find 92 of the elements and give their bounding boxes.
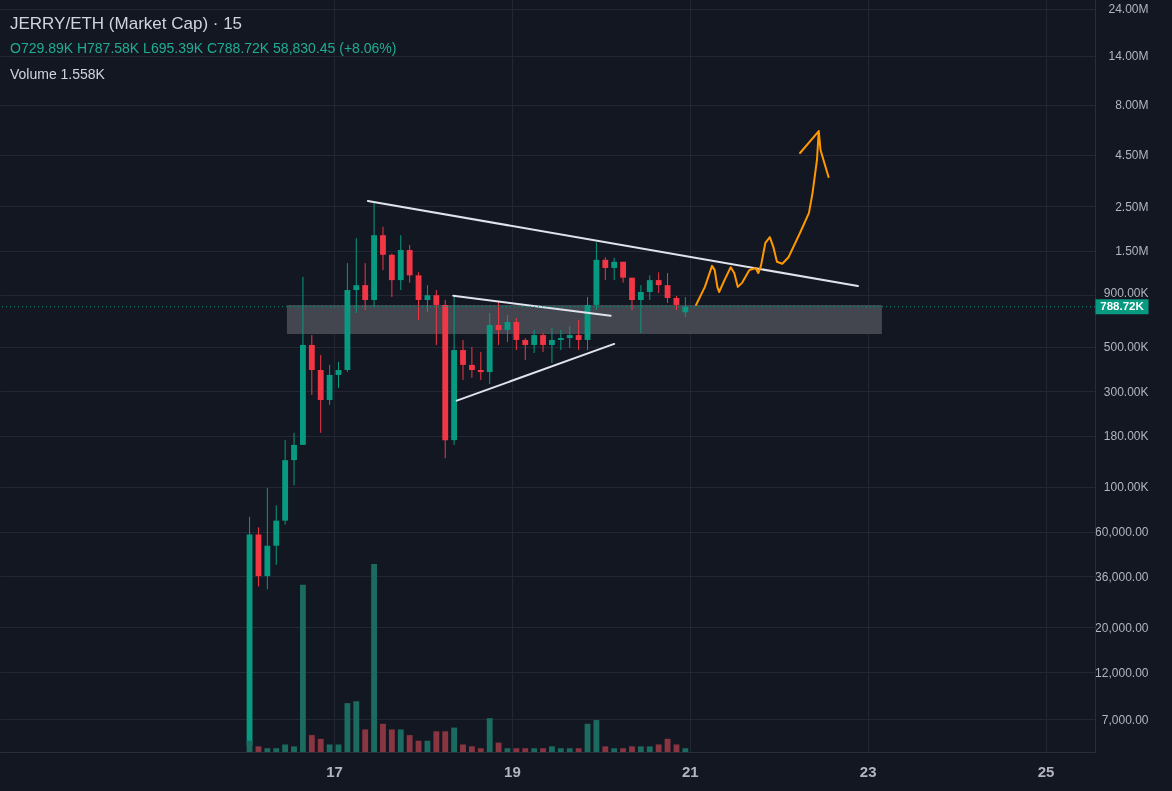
bar (388, 729, 395, 752)
bar (397, 729, 404, 752)
candlestick (522, 337, 529, 361)
x-tick-label: 19 (504, 762, 521, 780)
candlestick (575, 319, 582, 351)
bar (451, 727, 458, 752)
bar (549, 746, 555, 752)
bar (291, 746, 297, 752)
bar (513, 748, 520, 752)
bar (371, 564, 377, 752)
candlestick (629, 277, 635, 311)
bar (495, 742, 502, 752)
y-tick-label: 100.00K (1103, 480, 1149, 495)
bar (477, 748, 484, 752)
bar (362, 729, 369, 752)
y-tick-label: 180.00K (1103, 429, 1149, 444)
bar (611, 748, 618, 752)
bar (557, 748, 564, 752)
y-tick-label: 24.00M (1108, 2, 1149, 17)
x-tick-label: 25 (1037, 762, 1055, 780)
candlestick (531, 329, 538, 354)
candlestick (291, 432, 297, 486)
bar (335, 744, 342, 752)
candlestick (566, 325, 573, 349)
line-series (695, 130, 830, 306)
candlestick (611, 257, 618, 281)
ref-line-label: 788.72K (1100, 299, 1145, 312)
bar (317, 738, 324, 752)
y-tick-label: 14.00M (1108, 49, 1149, 64)
candlestick (540, 332, 546, 353)
y-tick-label: 36,000.00 (1095, 569, 1149, 584)
bar (380, 723, 386, 752)
candlestick (557, 329, 564, 351)
y-tick-label: 300.00K (1103, 384, 1149, 399)
bar (673, 744, 680, 752)
candlestick (646, 274, 653, 301)
candlestick (460, 339, 466, 381)
bar (468, 746, 475, 752)
bar (629, 746, 635, 752)
y-tick-label: 500.00K (1103, 340, 1149, 355)
bar (442, 731, 449, 752)
y-tick-label: 60,000.00 (1095, 525, 1149, 540)
y-tick-label: 7,000.00 (1101, 712, 1149, 727)
y-tick-label: 900.00K (1103, 286, 1149, 301)
bar (531, 748, 538, 752)
x-tick-label: 23 (859, 762, 877, 780)
bar (433, 731, 440, 752)
candlestick (513, 317, 520, 351)
candlestick (468, 346, 475, 379)
bar (575, 748, 582, 752)
bar (300, 584, 306, 752)
bar (637, 746, 644, 752)
x-tick-label: 21 (681, 762, 699, 780)
bar (620, 748, 627, 752)
candlestick (655, 271, 662, 294)
bar (326, 744, 333, 752)
y-tick-label: 1.50M (1115, 244, 1149, 259)
bar (566, 748, 573, 752)
y-tick-label: 2.50M (1115, 199, 1149, 214)
bar (282, 744, 289, 752)
bar (486, 718, 493, 752)
bar (504, 748, 511, 752)
bar (655, 744, 662, 752)
candlestick (495, 301, 502, 346)
text: JERRY/ETH (Market Cap) · 15 (10, 14, 243, 33)
bar (682, 748, 689, 752)
x-tick-label: 17 (326, 762, 343, 780)
candlestick (433, 289, 440, 346)
bar (406, 735, 413, 752)
bar (602, 746, 609, 752)
bar (264, 748, 271, 752)
annotation: Volume 1.558K (10, 66, 106, 82)
bar (593, 720, 600, 752)
bar (255, 746, 262, 752)
bar (308, 735, 315, 752)
bar (460, 744, 466, 752)
candlestick (549, 327, 555, 364)
bar (540, 748, 546, 752)
y-tick-label: 12,000.00 (1095, 665, 1149, 680)
y-tick-label: 4.50M (1115, 148, 1149, 163)
candlestick (362, 262, 369, 311)
candlestick (602, 256, 609, 281)
y-tick-label: 8.00M (1115, 98, 1149, 113)
bar (273, 748, 280, 752)
bar (646, 746, 653, 752)
bar (522, 748, 529, 752)
bar (353, 701, 360, 752)
candlestick (477, 351, 484, 381)
text: O729.89K H787.58K L695.39K C788.72K 58,830.45 (+8.06%) (10, 40, 397, 56)
bar (344, 703, 351, 752)
candlestick (380, 226, 386, 271)
y-tick-label: 20,000.00 (1095, 620, 1149, 635)
